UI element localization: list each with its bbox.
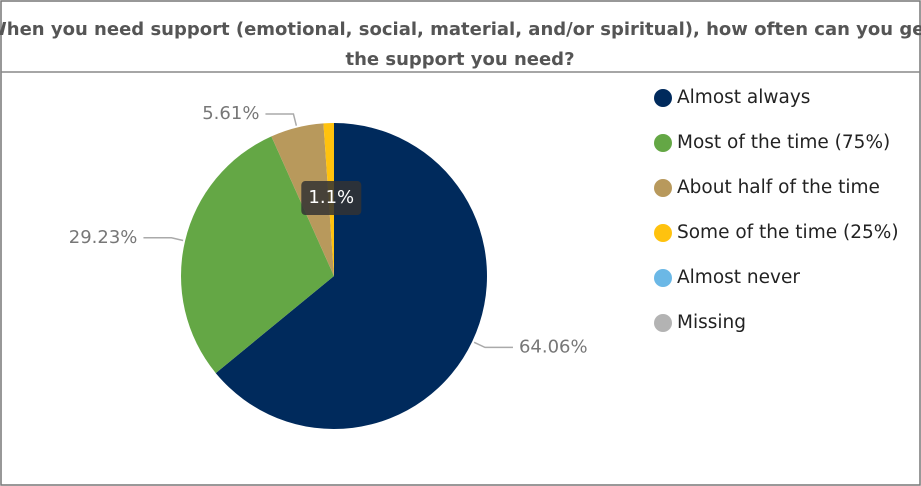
legend-swatch xyxy=(654,314,672,332)
legend-label: Some of the time (25%) xyxy=(677,222,899,243)
leader-line xyxy=(143,237,184,242)
legend-swatch xyxy=(654,134,672,152)
leader-line xyxy=(265,113,298,126)
data-label: 5.61% xyxy=(202,103,259,124)
label-box xyxy=(301,181,362,216)
legend-label: Almost always xyxy=(677,87,810,108)
data-label: 64.06% xyxy=(519,336,588,357)
leader-line xyxy=(473,341,513,349)
legend-label: Missing xyxy=(677,312,746,333)
legend-swatch xyxy=(654,269,672,287)
data-label: 1.1% xyxy=(308,187,354,208)
legend-swatch xyxy=(654,179,672,197)
data-label: 29.23% xyxy=(69,227,138,248)
legend-label: Most of the time (75%) xyxy=(677,132,890,153)
legend-label: About half of the time xyxy=(677,177,880,198)
chart-title: When you need support (emotional, social… xyxy=(0,19,921,70)
legend-swatch xyxy=(654,224,672,242)
pie-slice xyxy=(215,123,488,429)
legend-label: Almost never xyxy=(677,267,800,288)
pie-slice xyxy=(180,136,334,374)
legend-swatch xyxy=(654,89,672,107)
